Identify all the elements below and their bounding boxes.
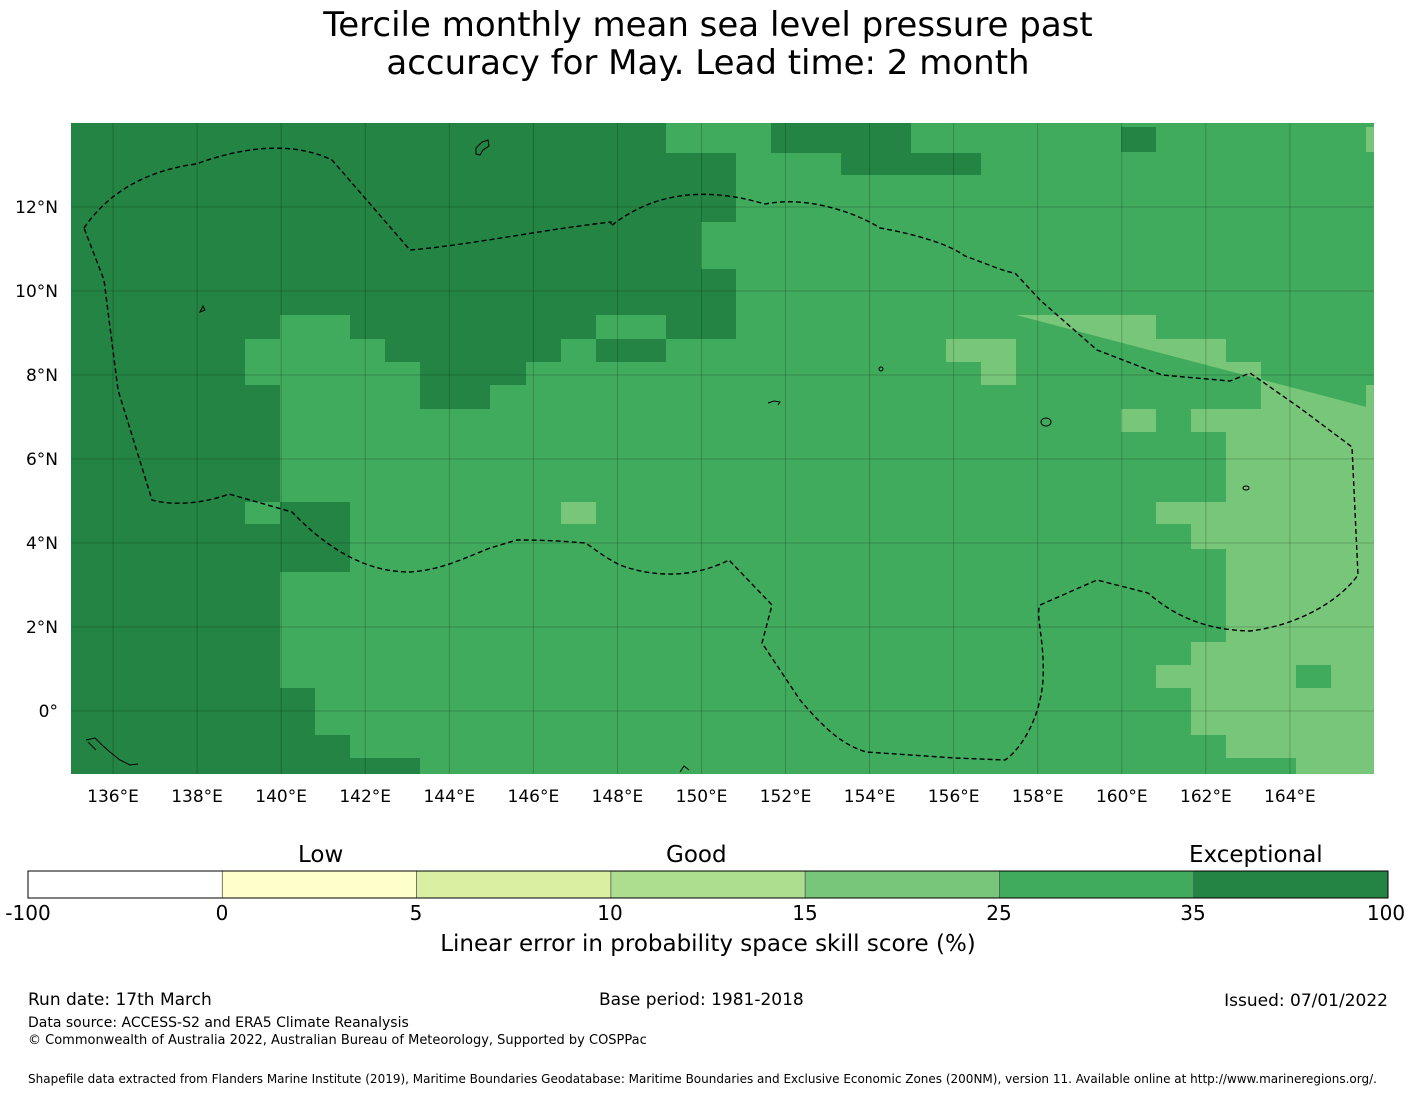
skill-cell-15-25-b <box>1366 127 1374 152</box>
colorbar-tick-2: 5 <box>409 901 423 925</box>
skill-cell-good-2 <box>245 502 280 524</box>
colorbar-bin <box>222 871 417 898</box>
island-kosrae <box>1242 485 1250 491</box>
x-tick-label: 140°E <box>255 787 307 807</box>
x-tick-label: 150°E <box>676 787 728 807</box>
x-tick-labels: 136°E 138°E 140°E 142°E 144°E 146°E 148°E 150°E… <box>87 787 1316 807</box>
colorbar-frame <box>27 870 1389 899</box>
category-low: Low <box>298 842 344 868</box>
skill-cell-good-4 <box>1296 665 1331 688</box>
skill-cell-15-25-a <box>561 502 596 524</box>
run-date: Run date: 17th March <box>28 990 212 1010</box>
title-line-2: accuracy for May. Lead time: 2 month <box>386 43 1030 83</box>
x-tick-label: 156°E <box>928 787 980 807</box>
skill-cell-exceptional <box>1121 127 1156 152</box>
title-line-1: Tercile monthly mean sea level pressure … <box>323 5 1093 45</box>
eez-boundary-palau <box>83 147 1359 761</box>
skill-region-exceptional-west <box>71 123 736 774</box>
x-tick-label: 158°E <box>1012 787 1064 807</box>
x-tick-label: 148°E <box>592 787 644 807</box>
colorbar-tick-0: -100 <box>5 901 51 925</box>
island-south <box>679 765 690 773</box>
x-tick-label: 162°E <box>1180 787 1232 807</box>
y-tick-label: 6°N <box>26 450 58 470</box>
x-tick-label: 152°E <box>760 787 812 807</box>
colorbar-tick-4: 15 <box>792 901 818 925</box>
colorbar-bin <box>416 871 611 898</box>
y-tick-labels: 0° 2°N 4°N 6°N 8°N 10°N 12°N <box>15 198 58 722</box>
skill-region-15-25-east <box>1016 315 1374 774</box>
colorbar-tick-7: 100 <box>1366 901 1406 925</box>
skill-region-exceptional-north <box>771 123 981 175</box>
colorbar-tick-6: 35 <box>1180 901 1206 925</box>
map-title: Tercile monthly mean sea level pressure … <box>0 6 1416 82</box>
colorbar-bin <box>610 871 806 898</box>
gridlines <box>71 123 1374 774</box>
x-tick-label: 144°E <box>423 787 475 807</box>
skill-cell-good-1 <box>245 339 280 385</box>
x-tick-label: 146°E <box>508 787 560 807</box>
island-pohnpei <box>1040 417 1052 427</box>
colorbar <box>27 870 1389 899</box>
colorbar-bin <box>805 871 1000 898</box>
y-tick-label: 8°N <box>26 366 58 386</box>
y-tick-label: 10°N <box>15 282 58 302</box>
y-tick-label: 0° <box>39 702 58 722</box>
x-tick-label: 164°E <box>1264 787 1316 807</box>
x-tick-label: 136°E <box>87 787 139 807</box>
x-tick-label: 142°E <box>339 787 391 807</box>
colorbar-bin <box>1193 871 1388 898</box>
island-palau <box>85 737 139 766</box>
y-tick-label: 2°N <box>26 618 58 638</box>
island-west <box>198 304 206 313</box>
base-period: Base period: 1981-2018 <box>599 990 804 1010</box>
data-source: Data source: ACCESS-S2 and ERA5 Climate … <box>28 1015 409 1031</box>
category-good: Good <box>666 842 727 868</box>
land-outlines <box>85 139 1250 773</box>
x-tick-label: 138°E <box>171 787 223 807</box>
skill-region-exceptional-patch <box>280 502 350 572</box>
colorbar-tick-5: 25 <box>986 901 1012 925</box>
island-guam <box>475 139 490 156</box>
island-atoll <box>878 366 884 372</box>
colorbar-bin <box>28 871 223 898</box>
y-tick-label: 4°N <box>26 534 58 554</box>
x-tick-label: 160°E <box>1096 787 1148 807</box>
copyright: © Commonwealth of Australia 2022, Austra… <box>28 1033 647 1048</box>
category-exceptional: Exceptional <box>1189 842 1323 868</box>
colorbar-title: Linear error in probability space skill … <box>440 931 976 957</box>
issued-date: Issued: 07/01/2022 <box>1224 991 1388 1011</box>
skill-region-15-25-mid <box>946 339 1156 432</box>
x-tick-label: 154°E <box>844 787 896 807</box>
colorbar-bin <box>999 871 1194 898</box>
y-tick-label: 12°N <box>15 198 58 218</box>
colorbar-tick-1: 0 <box>215 901 229 925</box>
island-chuuk <box>767 400 781 406</box>
skill-cell-good-3 <box>596 315 666 339</box>
shapefile-credit: Shapefile data extracted from Flanders M… <box>28 1072 1377 1086</box>
colorbar-tick-3: 10 <box>597 901 623 925</box>
